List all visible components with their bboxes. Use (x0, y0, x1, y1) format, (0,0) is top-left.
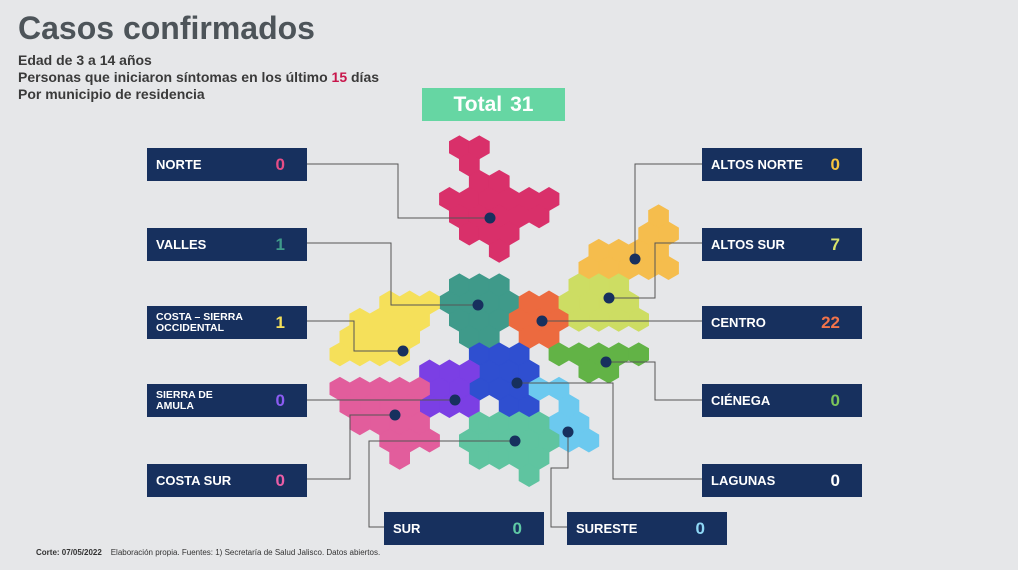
region-name-centro: CENTRO (711, 315, 766, 330)
region-marker-sierra-amula (449, 394, 461, 406)
leader-line-altos-sur (609, 242, 702, 299)
region-box-lagunas: LAGUNAS 0 (702, 464, 862, 497)
region-markers (389, 212, 641, 447)
region-box-costa-sierra: COSTA – SIERRA OCCIDENTAL 1 (147, 306, 307, 339)
subtitle-symptoms: Personas que iniciaron síntomas en los ú… (18, 69, 379, 85)
hex-cell-altos-norte (658, 256, 679, 280)
leader-line-valles (307, 242, 478, 306)
region-marker-cienega (600, 356, 612, 368)
region-marker-lagunas (511, 377, 523, 389)
region-value-lagunas: 0 (830, 470, 840, 490)
region-box-centro: CENTRO 22 (702, 306, 862, 339)
region-box-altos-sur: ALTOS SUR 7 (702, 228, 862, 261)
region-box-altos-norte: ALTOS NORTE 0 (702, 148, 862, 181)
leader-line-norte (307, 163, 490, 219)
region-name-sur: SUR (393, 521, 421, 536)
footer-note: Corte: 07/05/2022 Elaboración propia. Fu… (36, 548, 380, 557)
region-value-altos-norte: 0 (830, 154, 840, 174)
leader-line-lagunas (517, 382, 702, 480)
region-value-costa-sur: 0 (275, 470, 285, 490)
region-marker-altos-sur (603, 292, 615, 304)
region-value-norte: 0 (275, 154, 285, 174)
hex-cell-sur (518, 463, 540, 487)
region-name-lagunas: LAGUNAS (711, 473, 776, 488)
region-value-sureste: 0 (695, 518, 705, 538)
region-marker-sur (509, 435, 521, 447)
hex-cell-cienega (628, 342, 649, 367)
hex-cell-costa-sur (389, 445, 411, 470)
total-badge: Total 31 (422, 88, 565, 121)
total-label: Total (453, 92, 503, 116)
subtitle-age: Edad de 3 a 14 años (18, 52, 152, 68)
region-value-altos-sur: 7 (830, 234, 840, 254)
region-name-costa-sur: COSTA SUR (156, 473, 232, 488)
region-box-sureste: SURESTE 0 (567, 512, 727, 545)
region-name-sureste: SURESTE (576, 521, 638, 536)
hex-cell-norte (528, 204, 550, 229)
leader-lines (307, 163, 702, 528)
leader-line-costa-sierra (307, 320, 403, 352)
footer-sources: Elaboración propia. Fuentes: 1) Secretar… (110, 548, 381, 557)
region-box-sur: SUR 0 (384, 512, 544, 545)
hex-cell-altos-sur (628, 307, 649, 332)
region-box-sierra-amula: SIERRA DE AMULA 0 (147, 384, 307, 417)
page-title: Casos confirmados (18, 10, 315, 46)
footer-cut-date: Corte: 07/05/2022 (36, 548, 102, 557)
region-value-sur: 0 (512, 518, 522, 538)
hex-cell-sureste (578, 428, 600, 453)
region-name-sierra-amula: SIERRA DE AMULA (156, 388, 213, 412)
total-value: 31 (510, 92, 534, 116)
region-value-cienega: 0 (830, 390, 840, 410)
region-marker-valles (472, 299, 484, 311)
leader-line-costa-sur (307, 414, 395, 480)
region-value-sierra-amula: 0 (275, 390, 285, 410)
region-marker-costa-sur (389, 409, 401, 421)
subtitle-symptoms-prefix: Personas que iniciaron síntomas en los ú… (18, 69, 328, 85)
leader-line-sur (368, 440, 515, 528)
region-hexagons (329, 135, 679, 487)
region-box-cienega: CIÉNEGA 0 (702, 384, 862, 417)
region-name-altos-sur: ALTOS SUR (711, 237, 785, 252)
subtitle-symptoms-suffix: días (351, 69, 380, 85)
region-marker-costa-sierra (397, 345, 409, 357)
region-box-valles: VALLES 1 (147, 228, 307, 261)
leader-line-sureste (550, 432, 569, 528)
region-marker-sureste (562, 426, 574, 438)
region-name-valles: VALLES (156, 237, 207, 252)
leader-line-altos-norte (634, 163, 702, 259)
region-box-costa-sur: COSTA SUR 0 (147, 464, 307, 497)
region-marker-centro (536, 315, 548, 327)
region-marker-norte (484, 212, 496, 224)
region-value-costa-sierra: 1 (275, 312, 285, 332)
region-marker-altos-norte (629, 253, 641, 265)
subtitle-days-count: 15 (331, 69, 348, 85)
region-name-norte: NORTE (156, 157, 202, 172)
subtitle-residence: Por municipio de residencia (18, 86, 205, 102)
region-box-norte: NORTE 0 (147, 148, 307, 181)
hex-cell-norte (488, 238, 510, 263)
region-name-costa-sierra: COSTA – SIERRA OCCIDENTAL (156, 310, 243, 334)
region-value-centro: 22 (821, 312, 840, 332)
region-name-cienega: CIÉNEGA (711, 393, 771, 408)
leader-line-cienega (606, 361, 702, 401)
region-name-altos-norte: ALTOS NORTE (711, 157, 803, 172)
region-value-valles: 1 (275, 234, 285, 254)
